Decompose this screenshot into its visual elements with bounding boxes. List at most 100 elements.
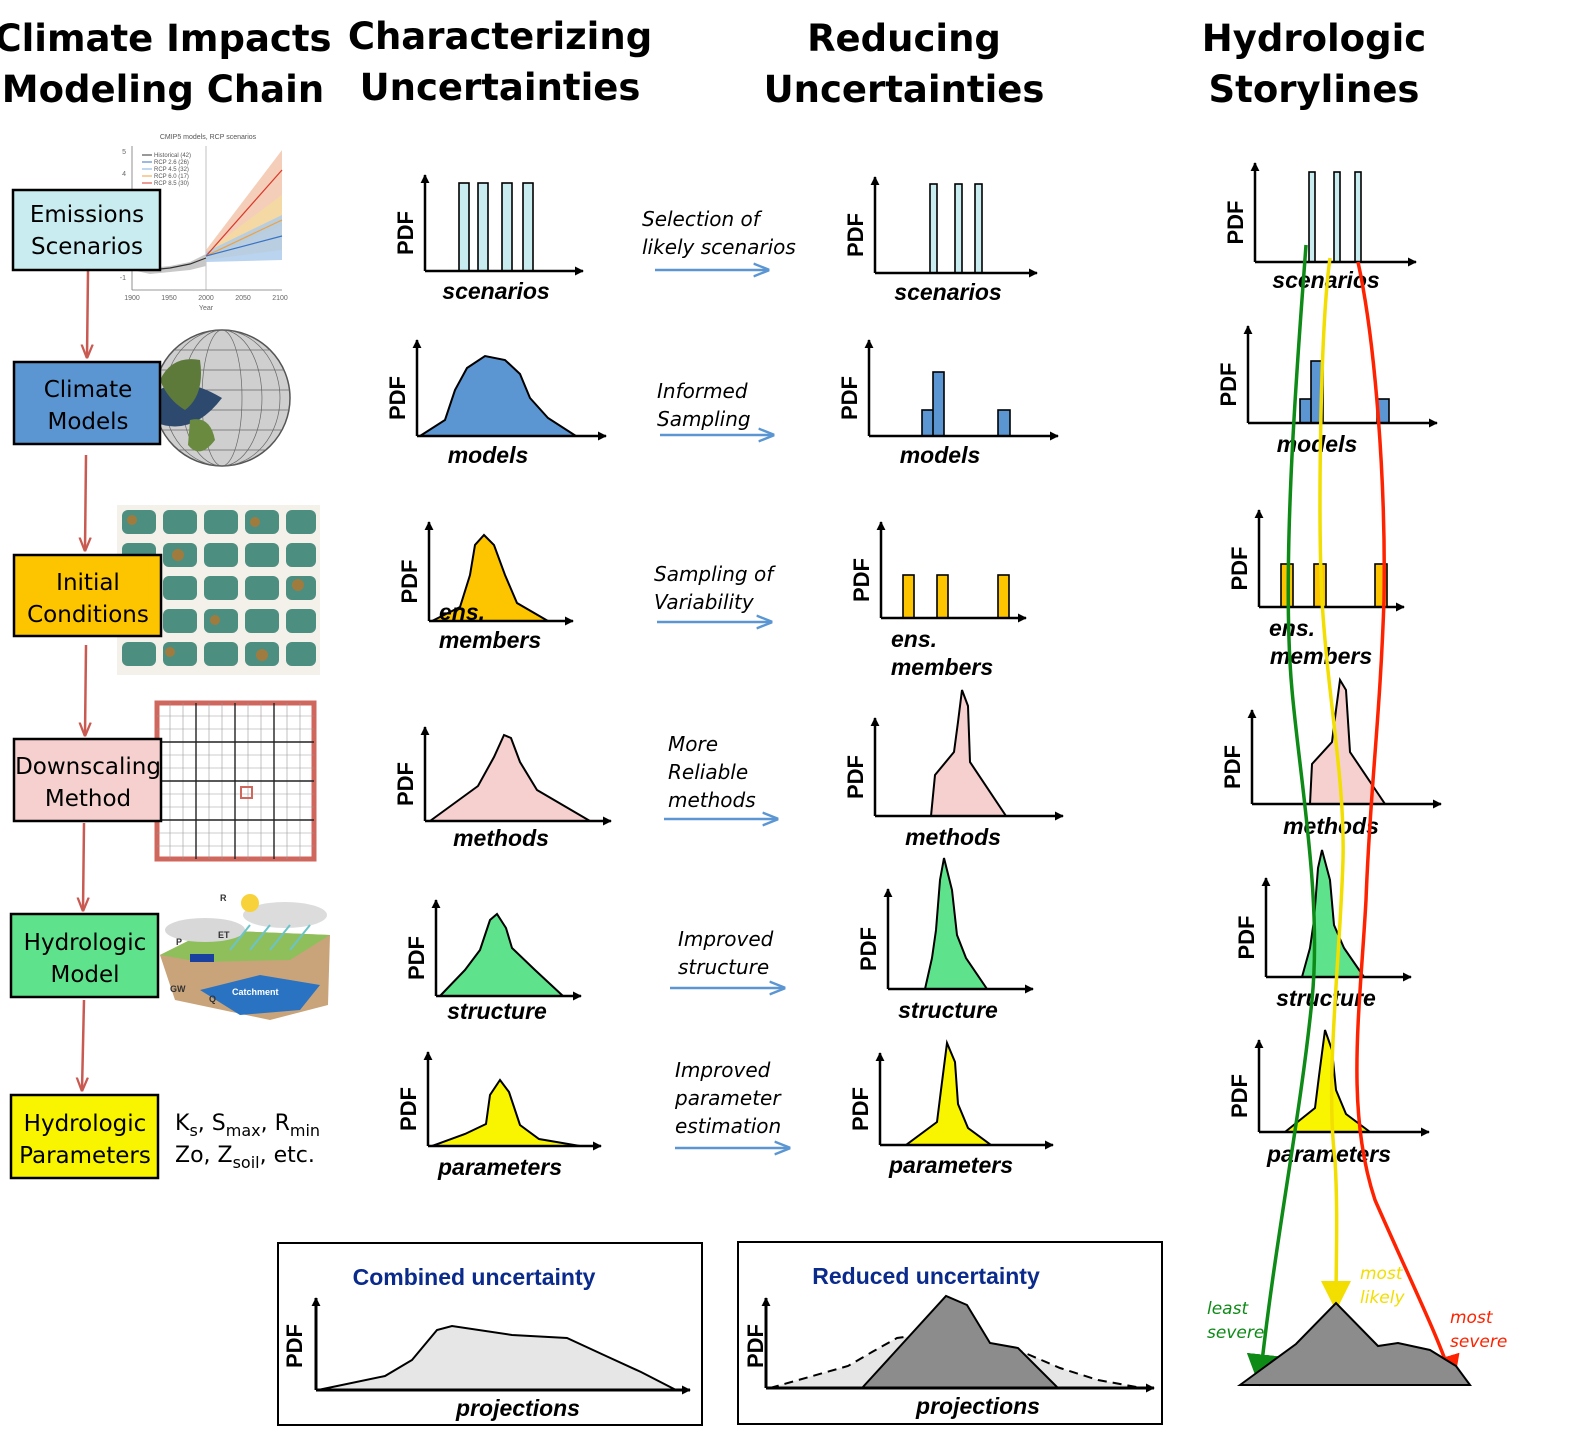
- reduction-label-scenarios-line1: Selection of: [642, 207, 763, 231]
- char-scenarios-ylabel: PDF: [393, 211, 418, 255]
- reduction-arrow-members: Sampling of Variability: [654, 562, 776, 622]
- inset-xtick-2000: 2000: [198, 295, 214, 302]
- red-parameters-pdf-curve: [902, 1039, 995, 1146]
- chain-arrows: [82, 270, 88, 1090]
- reduction-arrow-methods: More Reliable methods: [664, 732, 777, 819]
- pdf-plot-red-structure: PDF structure: [856, 857, 1034, 1023]
- hydro-label-et: ET: [218, 930, 230, 940]
- red-scenarios-bar-2: [954, 183, 963, 274]
- note-segment: max: [226, 1121, 261, 1140]
- red-models-xlabel-1: models: [900, 442, 981, 468]
- parameters-note-line1: Ks, Smax, Rmin: [175, 1111, 320, 1140]
- red-methods-ylabel: PDF: [843, 755, 868, 799]
- story-scenarios-bar-1: [1308, 171, 1316, 263]
- char-methods-pdf-curve: [426, 733, 594, 822]
- header-storylines-line2: Storylines: [1209, 68, 1420, 111]
- red-structure-ylabel: PDF: [856, 927, 881, 971]
- story-members-xlabel-2: members: [1270, 643, 1372, 669]
- red-methods-xlabel-1: methods: [905, 824, 1001, 850]
- chain-box-emissions: Emissions Scenarios: [11, 188, 162, 272]
- chain-box-hydrologic-model: Hydrologic Model: [9, 912, 160, 999]
- label-least-severe-line2: severe: [1207, 1323, 1264, 1343]
- pdf-plot-story-models: PDF models: [1216, 325, 1438, 457]
- inset-xtick-1900: 1900: [124, 295, 140, 302]
- panel-reduced-ylabel: PDF: [743, 1324, 768, 1368]
- header-storylines-line1: Hydrologic: [1202, 17, 1426, 60]
- pdf-plot-char-members: PDF ens.members: [397, 521, 574, 653]
- label-least-severe-line1: least: [1207, 1299, 1249, 1319]
- story-members-xlabel-1: ens.: [1269, 615, 1315, 641]
- hydro-label-q: Q: [209, 994, 216, 1004]
- story-parameters-xlabel-1: parameters: [1266, 1141, 1391, 1167]
- char-scenarios-bar-3: [501, 182, 513, 272]
- red-scenarios-bar-1: [929, 183, 938, 274]
- char-structure-xlabel-1: structure: [447, 998, 547, 1024]
- storyline-most-likely-curve: [1318, 257, 1352, 1311]
- inset-xtick-1950: 1950: [161, 295, 177, 302]
- storyline-most-severe-curve: [1355, 261, 1460, 1386]
- reduction-arrow-structure: Improved structure: [670, 927, 784, 988]
- panel-combined-uncertainty: Combined uncertainty PDF projections: [277, 1242, 703, 1426]
- reduction-arrows: Selection of likely scenarios Informed S…: [642, 207, 796, 1148]
- red-models-ylabel: PDF: [837, 376, 862, 420]
- char-scenarios-bar-4: [522, 182, 534, 272]
- header-characterizing-line2: Uncertainties: [360, 66, 641, 109]
- combined-pdf-curve: [317, 1324, 677, 1391]
- header-chain: Climate Impacts Modeling Chain: [0, 17, 332, 111]
- red-models-bar-2: [932, 371, 945, 437]
- char-parameters-xlabel-1: parameters: [437, 1154, 562, 1180]
- pdf-plot-red-methods: PDF methods: [843, 689, 1064, 850]
- chain-box-initial-conditions-line1: Initial: [56, 570, 120, 596]
- story-structure-pdf-curve: [1300, 849, 1366, 978]
- inset-legend-rcp85: RCP 8.5 (30): [154, 181, 189, 187]
- story-models-bar-1: [1299, 398, 1313, 424]
- reduction-label-members-line2: Variability: [654, 590, 755, 614]
- inset-legend-historical: Historical (42): [154, 153, 191, 159]
- note-segment: Zo, Z: [175, 1143, 233, 1168]
- chain-box-climate-models-line2: Models: [47, 409, 128, 435]
- pdf-plot-char-scenarios: PDF scenarios: [393, 174, 584, 304]
- emissions-projection-chart: CMIP5 models, RCP scenarios 5 4 -1 °C Hi…: [118, 128, 290, 313]
- char-members-xlabel-2: members: [439, 627, 541, 653]
- story-parameters-ylabel: PDF: [1227, 1074, 1252, 1118]
- char-methods-xlabel-1: methods: [453, 825, 549, 851]
- hydro-label-catchment: Catchment: [232, 987, 279, 997]
- panel-reduced-title: Reduced uncertainty: [812, 1263, 1040, 1289]
- red-members-ylabel: PDF: [849, 558, 874, 602]
- red-members-bar-1: [902, 574, 915, 619]
- header-reducing: Reducing Uncertainties: [764, 17, 1045, 111]
- story-scenarios-bar-2: [1333, 171, 1341, 263]
- chain-box-hydrologic-parameters-line2: Parameters: [19, 1143, 151, 1169]
- pdf-plot-story-members: PDF ens.members: [1227, 509, 1405, 669]
- globe-image: [153, 329, 291, 467]
- char-members-xlabel-1: ens.: [439, 599, 485, 625]
- story-scenarios-ylabel: PDF: [1223, 201, 1248, 245]
- char-models-ylabel: PDF: [385, 376, 410, 420]
- char-scenarios-xlabel-1: scenarios: [442, 278, 549, 304]
- pdf-plot-char-models: PDF models: [385, 339, 607, 468]
- chain-box-initial-conditions-line2: Conditions: [27, 602, 149, 628]
- red-structure-pdf-curve: [923, 857, 989, 990]
- pdf-plot-char-structure: PDF structure: [404, 899, 582, 1024]
- red-members-bar-2: [936, 574, 949, 619]
- reduction-label-members-line1: Sampling of: [654, 562, 776, 586]
- panel-reduced-xlabel: projections: [915, 1393, 1040, 1419]
- panel-combined-xlabel: projections: [455, 1395, 580, 1421]
- parameters-note-line2: Zo, Zsoil, etc.: [175, 1143, 315, 1172]
- story-models-ylabel: PDF: [1216, 363, 1241, 407]
- pdf-plots: PDFscenariosPDFmodelsPDFens.membersPDFme…: [385, 162, 1442, 1180]
- storyline-least-severe-curve: [1246, 244, 1317, 1387]
- reduction-label-parameters-line1: Improved: [675, 1058, 771, 1082]
- note-segment: s: [189, 1121, 197, 1140]
- pdf-plot-red-scenarios: PDF scenarios: [843, 176, 1038, 305]
- note-segment: , etc.: [260, 1143, 315, 1168]
- chain-box-climate-models: Climate Models: [12, 360, 162, 446]
- header-chain-line2: Modeling Chain: [2, 68, 324, 111]
- chain-box-downscaling: Downscaling Method: [12, 737, 163, 823]
- panel-combined-ylabel: PDF: [282, 1324, 307, 1368]
- reduction-label-scenarios-line2: likely scenarios: [642, 235, 796, 259]
- inset-legend-rcp60: RCP 6.0 (17): [154, 174, 189, 180]
- char-models-xlabel-1: models: [448, 442, 529, 468]
